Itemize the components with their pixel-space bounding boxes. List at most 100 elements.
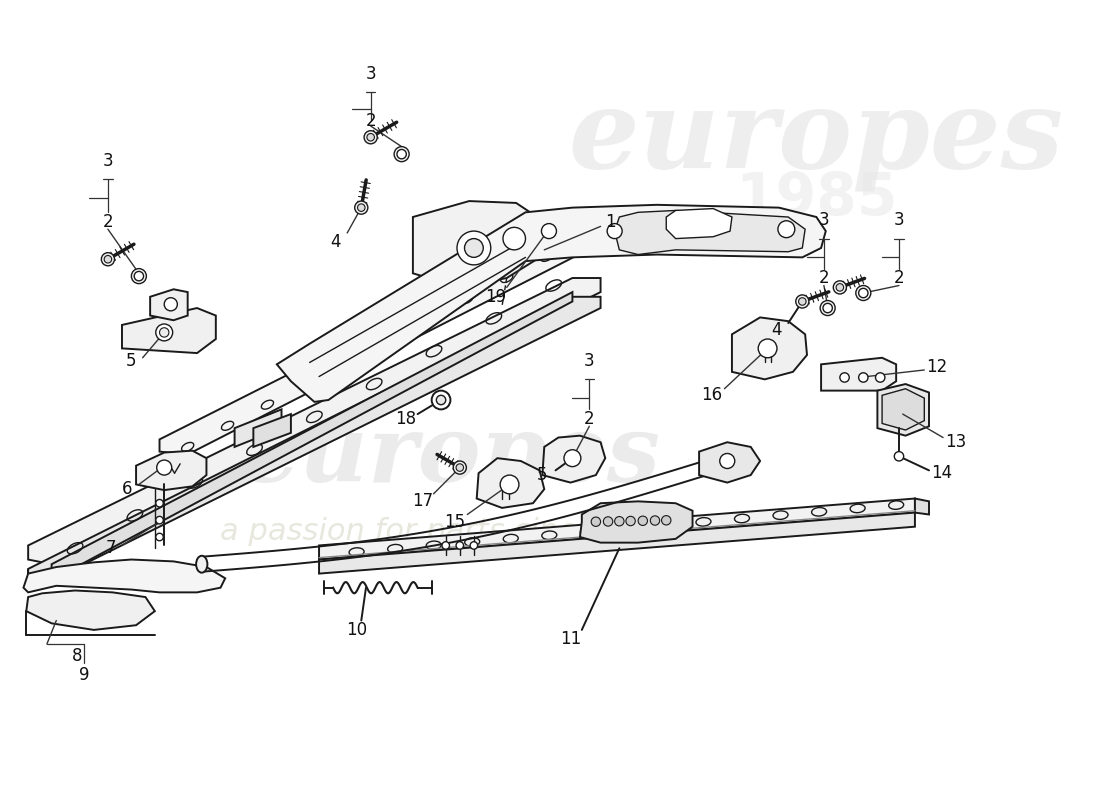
Circle shape — [758, 339, 777, 358]
Circle shape — [541, 223, 557, 238]
Circle shape — [394, 146, 409, 162]
Circle shape — [131, 269, 146, 284]
Circle shape — [470, 542, 477, 550]
Circle shape — [836, 284, 844, 291]
Circle shape — [442, 542, 450, 550]
Polygon shape — [580, 502, 693, 542]
Polygon shape — [502, 489, 508, 498]
Polygon shape — [319, 513, 915, 574]
Circle shape — [859, 373, 868, 382]
Circle shape — [156, 534, 163, 541]
Circle shape — [823, 303, 833, 313]
Polygon shape — [26, 590, 155, 630]
Polygon shape — [52, 292, 572, 580]
Text: 12: 12 — [926, 358, 947, 376]
Circle shape — [834, 281, 846, 294]
Text: 5: 5 — [126, 351, 136, 370]
Circle shape — [101, 253, 114, 266]
Polygon shape — [700, 442, 760, 482]
Circle shape — [364, 130, 377, 144]
Text: 7: 7 — [106, 539, 116, 558]
Circle shape — [894, 452, 904, 461]
Polygon shape — [476, 458, 544, 508]
Circle shape — [358, 204, 365, 211]
Circle shape — [354, 201, 367, 214]
Circle shape — [431, 390, 450, 410]
Text: 1: 1 — [605, 213, 615, 230]
Text: 6: 6 — [121, 480, 132, 498]
Text: 18: 18 — [395, 410, 416, 428]
Text: 3: 3 — [818, 211, 829, 230]
Circle shape — [859, 288, 868, 298]
Circle shape — [104, 255, 112, 263]
Text: 2: 2 — [584, 410, 595, 428]
Circle shape — [164, 298, 177, 311]
Polygon shape — [122, 308, 216, 353]
Circle shape — [876, 373, 884, 382]
Circle shape — [456, 464, 463, 471]
Polygon shape — [277, 205, 826, 402]
Circle shape — [607, 223, 623, 238]
Polygon shape — [23, 559, 226, 592]
Circle shape — [604, 517, 613, 526]
Circle shape — [456, 231, 491, 265]
Circle shape — [156, 324, 173, 341]
Circle shape — [156, 460, 172, 475]
Text: europes: europes — [569, 83, 1064, 191]
Polygon shape — [160, 226, 610, 454]
Polygon shape — [526, 212, 572, 245]
Polygon shape — [412, 201, 544, 287]
Circle shape — [397, 150, 406, 159]
Text: 3: 3 — [584, 352, 595, 370]
Circle shape — [856, 286, 871, 301]
Text: 8: 8 — [72, 647, 82, 665]
Polygon shape — [915, 498, 930, 514]
Circle shape — [778, 221, 795, 238]
Circle shape — [821, 301, 835, 315]
Polygon shape — [150, 290, 188, 320]
Text: 15: 15 — [444, 513, 465, 531]
Text: 13: 13 — [945, 434, 966, 451]
Text: a passion for parts since 1985: a passion for parts since 1985 — [220, 517, 681, 546]
Circle shape — [795, 295, 808, 308]
Polygon shape — [882, 389, 924, 430]
Circle shape — [626, 516, 636, 526]
Text: 14: 14 — [931, 464, 952, 482]
Ellipse shape — [196, 556, 208, 573]
Polygon shape — [29, 297, 601, 580]
Polygon shape — [878, 384, 930, 436]
Polygon shape — [29, 278, 601, 564]
Circle shape — [503, 227, 526, 250]
Text: 2: 2 — [102, 213, 113, 230]
Circle shape — [464, 238, 483, 258]
Ellipse shape — [707, 458, 718, 474]
Text: 16: 16 — [701, 386, 722, 404]
Text: 4: 4 — [772, 321, 782, 338]
Polygon shape — [764, 355, 771, 362]
Text: 2: 2 — [818, 269, 829, 287]
Circle shape — [650, 516, 660, 526]
Polygon shape — [542, 436, 605, 482]
Polygon shape — [234, 410, 282, 447]
Text: 3: 3 — [102, 152, 113, 170]
Text: europes: europes — [240, 411, 661, 502]
Circle shape — [661, 516, 671, 525]
Circle shape — [799, 298, 806, 306]
Circle shape — [564, 450, 581, 466]
Text: 1985: 1985 — [735, 170, 898, 226]
Polygon shape — [732, 318, 807, 379]
Circle shape — [719, 454, 735, 469]
Polygon shape — [169, 464, 178, 473]
Text: 2: 2 — [893, 269, 904, 287]
Circle shape — [160, 328, 169, 337]
Text: 5: 5 — [537, 466, 548, 484]
Polygon shape — [570, 464, 576, 473]
Text: 19: 19 — [485, 288, 506, 306]
Polygon shape — [29, 569, 52, 585]
Polygon shape — [136, 450, 207, 490]
Text: 11: 11 — [560, 630, 581, 648]
Polygon shape — [821, 358, 896, 390]
Circle shape — [437, 395, 446, 405]
Polygon shape — [615, 210, 805, 254]
Text: 3: 3 — [893, 211, 904, 230]
